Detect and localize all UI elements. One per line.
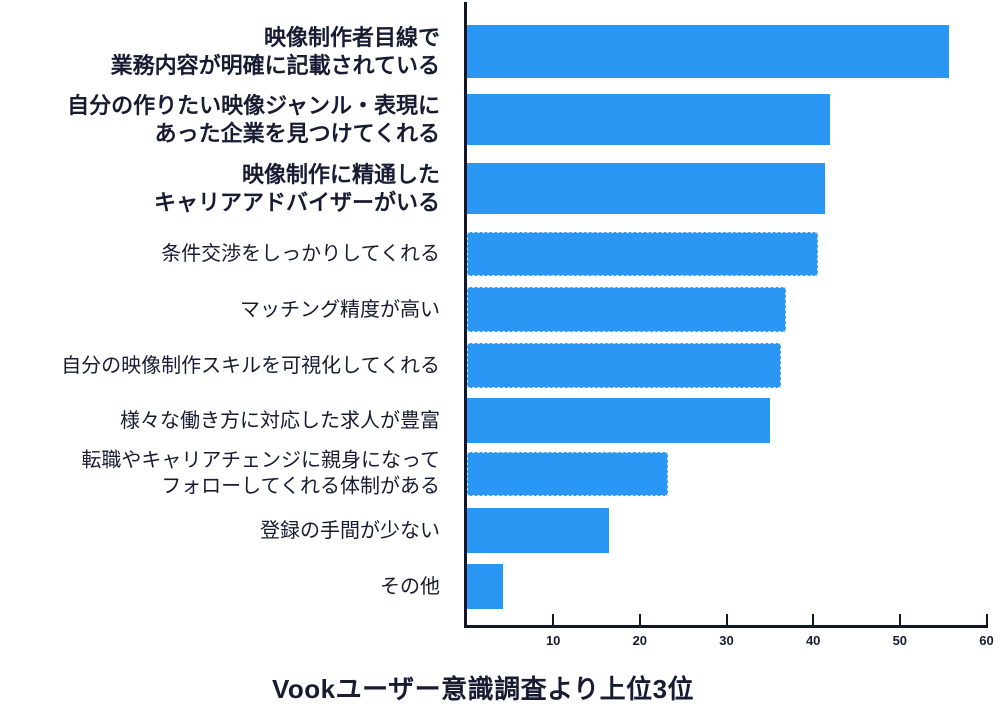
x-axis (464, 625, 988, 628)
bar-1 (467, 25, 949, 78)
category-label-2: 自分の作りたい映像ジャンル・表現に あった企業を見つけてくれる (67, 92, 440, 146)
category-label-1: 映像制作者目線で 業務内容が明確に記載されている (110, 24, 440, 78)
x-tick-50 (898, 614, 901, 625)
category-label-5: マッチング精度が高い (240, 298, 440, 321)
category-label-9: 登録の手間が少ない (260, 519, 440, 542)
x-tick-20 (638, 614, 641, 625)
category-label-4: 条件交渉をしっかりしてくれる (161, 242, 440, 265)
bar-3 (467, 163, 825, 214)
bar-4 (467, 232, 818, 276)
bar-9 (467, 508, 610, 553)
bar-8 (467, 452, 669, 496)
category-label-8: 転職やキャリアチェンジに親身になって フォローしてくれる体制がある (81, 449, 440, 498)
x-tick-label-60: 60 (979, 633, 994, 648)
x-tick-60 (985, 614, 988, 625)
x-tick-10 (552, 614, 555, 625)
x-tick-label-30: 30 (719, 633, 734, 648)
category-label-6: 自分の映像制作スキルを可視化してくれる (61, 354, 440, 377)
category-label-3: 映像制作に精通した キャリアアドバイザーがいる (153, 161, 440, 215)
bar-10 (467, 564, 504, 609)
x-tick-label-10: 10 (545, 633, 561, 648)
x-tick-label-50: 50 (892, 633, 908, 648)
x-tick-label-40: 40 (805, 633, 821, 648)
x-tick-30 (725, 614, 728, 625)
chart-caption: Vookユーザー意識調査より上位3位 (271, 674, 695, 704)
y-axis (464, 2, 467, 628)
x-tick-label-20: 20 (632, 633, 648, 648)
bar-2 (467, 94, 831, 145)
bar-6 (467, 343, 781, 388)
category-label-10: その他 (380, 575, 440, 598)
bar-7 (467, 398, 770, 443)
category-label-7: 様々な働き方に対応した求人が豊富 (120, 409, 440, 432)
bar-5 (467, 287, 786, 332)
x-tick-40 (812, 614, 815, 625)
